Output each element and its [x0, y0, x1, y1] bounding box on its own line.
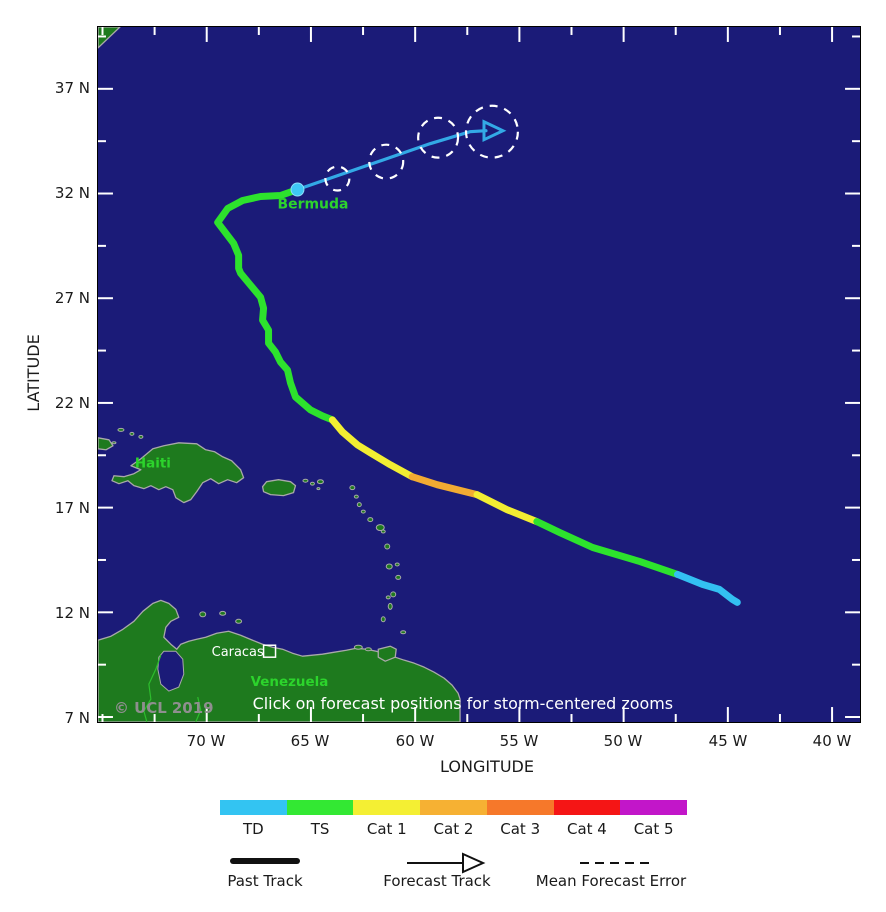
x-tick-label: 50 W: [603, 732, 643, 750]
past-track-ts: [533, 518, 681, 578]
islet: [384, 543, 391, 550]
x-tick-label: 65 W: [290, 732, 330, 750]
islet: [394, 562, 400, 567]
islet: [400, 630, 407, 635]
islet: [367, 517, 374, 523]
islet: [316, 487, 321, 491]
islet: [360, 509, 366, 514]
islet: [309, 481, 315, 486]
past-track-cat2: [408, 473, 481, 499]
colorbar-label-cat3: Cat 3: [500, 820, 541, 838]
mean-forecast-error-swatch: [580, 862, 652, 864]
bermuda-label: Bermuda: [278, 196, 349, 212]
islet: [353, 494, 359, 499]
forecast-arrow-head-icon: [462, 852, 486, 874]
map-canvas: Bermuda Haiti Caracas Venezuela © UCL 2019 Cl…: [98, 27, 860, 722]
colorbar-segment-cat2: [420, 800, 488, 815]
caracas-marker: [262, 644, 277, 658]
islet: [390, 591, 397, 598]
forecast-arrow-head-icon: [482, 119, 507, 143]
islet: [387, 602, 393, 610]
puerto-rico: [261, 479, 297, 497]
islet: [385, 595, 391, 600]
colorbar-segment-cat3: [486, 800, 555, 815]
past-track-cat1: [473, 491, 541, 526]
islet: [349, 485, 356, 491]
islet: [316, 479, 324, 485]
forecast-track-line: [295, 129, 488, 192]
colorbar-label-ts: TS: [310, 820, 330, 838]
x-tick-label: 60 W: [395, 732, 435, 750]
y-tick-label: 32 N: [54, 184, 90, 202]
colorbar-segment-cat4: [553, 800, 621, 815]
colorbar-segment-ts: [286, 800, 354, 815]
mean-forecast-error-legend-label: Mean Forecast Error: [535, 872, 687, 890]
y-axis-title: LATITUDE: [24, 334, 43, 412]
forecast-error-circle-4[interactable]: [464, 104, 519, 159]
islet: [219, 610, 227, 616]
y-tick-label: 27 N: [54, 289, 90, 307]
x-axis-title: LONGITUDE: [440, 757, 534, 776]
cuba-east-tip: [98, 437, 114, 451]
islet: [364, 647, 372, 652]
colorbar-segment-cat1: [353, 800, 421, 815]
colorbar-label-cat2: Cat 2: [433, 820, 474, 838]
islet: [111, 441, 117, 445]
x-tick-label: 70 W: [186, 732, 226, 750]
islet: [380, 616, 386, 623]
past-track-td: [673, 570, 741, 606]
past-track-ts: [214, 186, 336, 424]
colorbar-segment-td: [220, 800, 288, 815]
islet: [199, 611, 207, 618]
us-coast-corner: [98, 27, 121, 49]
islet: [235, 618, 243, 624]
colorbar-label-cat1: Cat 1: [366, 820, 407, 838]
colorbar-label-td: TD: [242, 820, 264, 838]
colorbar-segment-cat5: [620, 800, 688, 815]
copyright-label: © UCL 2019: [114, 699, 214, 717]
colorbar-label-cat4: Cat 4: [566, 820, 607, 838]
islet: [302, 478, 309, 483]
colorbar-label-cat5: Cat 5: [633, 820, 674, 838]
zoom-instruction: Click on forecast positions for storm-ce…: [253, 694, 673, 713]
islet: [138, 434, 144, 439]
y-tick-label: 22 N: [54, 394, 90, 412]
trinidad: [377, 645, 397, 662]
islet: [129, 431, 135, 436]
islet: [356, 502, 362, 508]
forecast-error-circle-2[interactable]: [368, 143, 405, 180]
x-tick-label: 40 W: [812, 732, 852, 750]
past-track-legend-label: Past Track: [227, 872, 303, 890]
current-position-marker[interactable]: [290, 182, 305, 197]
country-border-line: [143, 654, 162, 722]
islet: [380, 529, 386, 534]
hispaniola: [111, 442, 245, 504]
x-tick-label: 45 W: [708, 732, 748, 750]
islet: [117, 427, 125, 432]
islet: [385, 563, 393, 570]
past-track-swatch: [230, 858, 300, 864]
lake-maracaibo: [157, 650, 185, 692]
haiti-label: Haiti: [135, 457, 171, 472]
past-track-cat1: [328, 416, 416, 481]
y-tick-label: 12 N: [54, 604, 90, 622]
y-tick-label: 7 N: [64, 709, 90, 727]
y-tick-label: 17 N: [54, 499, 90, 517]
islet: [353, 644, 363, 650]
forecast-error-circle-3[interactable]: [417, 116, 460, 159]
caracas-label: Caracas: [212, 645, 264, 660]
forecast-track-legend-label: Forecast Track: [383, 872, 491, 890]
x-tick-label: 55 W: [499, 732, 539, 750]
islet: [395, 574, 402, 580]
forecast-track-arrow-swatch: [407, 852, 486, 874]
islet: [375, 524, 385, 532]
venezuela-label: Venezuela: [251, 675, 329, 690]
storm-track-map: Bermuda Haiti Caracas Venezuela © UCL 2019 Cl…: [97, 26, 861, 723]
forecast-error-circle-1[interactable]: [324, 165, 351, 192]
country-border-line: [195, 696, 202, 722]
y-tick-label: 37 N: [54, 79, 90, 97]
